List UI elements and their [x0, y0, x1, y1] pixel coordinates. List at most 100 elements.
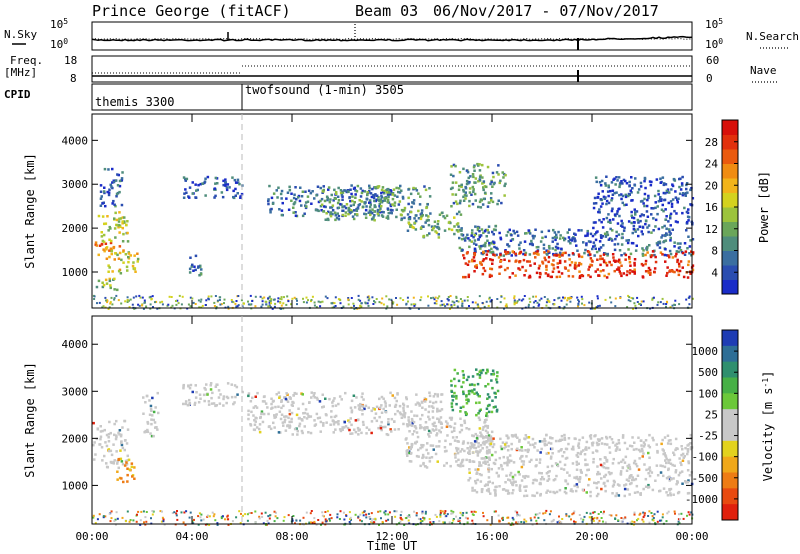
- data-cell: [413, 430, 416, 433]
- data-cell: [558, 488, 562, 492]
- data-cell: [363, 212, 366, 216]
- data-cell: [573, 484, 576, 488]
- data-cell: [280, 413, 284, 416]
- data-cell: [593, 517, 596, 519]
- data-cell: [258, 423, 262, 426]
- data-cell: [379, 510, 382, 513]
- data-cell: [540, 447, 543, 451]
- data-cell: [448, 416, 452, 420]
- data-cell: [446, 298, 449, 300]
- data-cell: [420, 296, 423, 299]
- data-cell: [297, 417, 301, 420]
- data-cell: [360, 191, 364, 195]
- data-cell: [600, 477, 603, 480]
- data-cell: [610, 438, 614, 441]
- data-cell: [377, 214, 380, 217]
- data-cell: [322, 188, 325, 192]
- data-cell: [586, 234, 589, 237]
- data-cell: [621, 466, 624, 469]
- data-cell: [547, 475, 550, 478]
- data-cell: [613, 480, 616, 484]
- data-cell: [273, 520, 276, 523]
- data-cell: [445, 515, 448, 518]
- data-cell: [389, 391, 392, 395]
- data-cell: [504, 489, 508, 492]
- data-cell: [413, 510, 416, 513]
- data-cell: [490, 410, 494, 414]
- data-cell: [264, 511, 267, 514]
- data-cell: [287, 514, 290, 517]
- data-cell: [648, 268, 652, 272]
- data-cell: [651, 436, 654, 440]
- data-cell: [250, 410, 253, 414]
- data-cell: [99, 425, 102, 428]
- data-cell: [656, 303, 659, 306]
- data-cell: [671, 256, 675, 259]
- data-cell: [609, 189, 612, 193]
- data-cell: [508, 473, 512, 477]
- data-cell: [481, 368, 485, 372]
- data-cell: [180, 303, 183, 306]
- data-cell: [567, 442, 570, 446]
- data-cell: [483, 484, 487, 487]
- data-cell: [208, 515, 211, 518]
- data-cell: [620, 460, 623, 464]
- data-cell: [621, 182, 624, 185]
- data-cell: [627, 463, 631, 467]
- data-cell: [598, 211, 601, 214]
- data-cell: [649, 255, 653, 259]
- data-cell: [538, 461, 542, 464]
- data-cell: [520, 299, 523, 302]
- data-cell: [131, 264, 135, 268]
- data-cell: [508, 228, 511, 232]
- data-cell: [495, 381, 499, 384]
- data-cell: [471, 229, 474, 232]
- data-cell: [661, 253, 664, 256]
- data-cell: [437, 445, 441, 448]
- data-cell: [455, 296, 458, 299]
- data-cell: [647, 483, 650, 487]
- data-cell: [410, 303, 413, 306]
- data-cell: [665, 274, 668, 277]
- data-cell: [459, 199, 462, 203]
- data-cell: [555, 474, 558, 478]
- data-cell: [182, 385, 185, 388]
- data-cell: [632, 448, 636, 451]
- data-cell: [379, 200, 383, 203]
- data-cell: [216, 299, 219, 302]
- data-cell: [473, 440, 477, 443]
- data-cell: [106, 466, 109, 469]
- data-cell: [535, 250, 538, 254]
- data-cell: [459, 406, 463, 409]
- data-cell: [667, 220, 670, 223]
- data-cell: [125, 442, 129, 445]
- data-cell: [108, 306, 111, 309]
- data-cell: [535, 519, 538, 522]
- data-cell: [350, 409, 354, 412]
- data-cell: [499, 437, 502, 441]
- data-cell: [581, 520, 584, 523]
- nave-label: Nave: [750, 64, 777, 77]
- data-cell: [490, 199, 493, 202]
- data-cell: [400, 189, 403, 192]
- data-cell: [482, 231, 485, 234]
- data-cell: [275, 413, 278, 416]
- data-cell: [349, 209, 353, 212]
- data-cell: [368, 297, 371, 300]
- data-cell: [462, 405, 465, 409]
- data-cell: [481, 259, 485, 263]
- data-cell: [587, 240, 591, 243]
- data-cell: [621, 436, 625, 439]
- data-cell: [639, 214, 642, 218]
- data-cell: [99, 204, 103, 207]
- data-cell: [216, 182, 219, 185]
- data-cell: [641, 455, 644, 458]
- data-cell: [471, 375, 475, 378]
- data-cell: [113, 203, 116, 206]
- data-cell: [674, 469, 678, 472]
- data-cell: [527, 475, 530, 478]
- data-cell: [454, 453, 457, 456]
- data-cell: [254, 521, 257, 524]
- data-cell: [480, 252, 483, 255]
- data-cell: [598, 208, 601, 211]
